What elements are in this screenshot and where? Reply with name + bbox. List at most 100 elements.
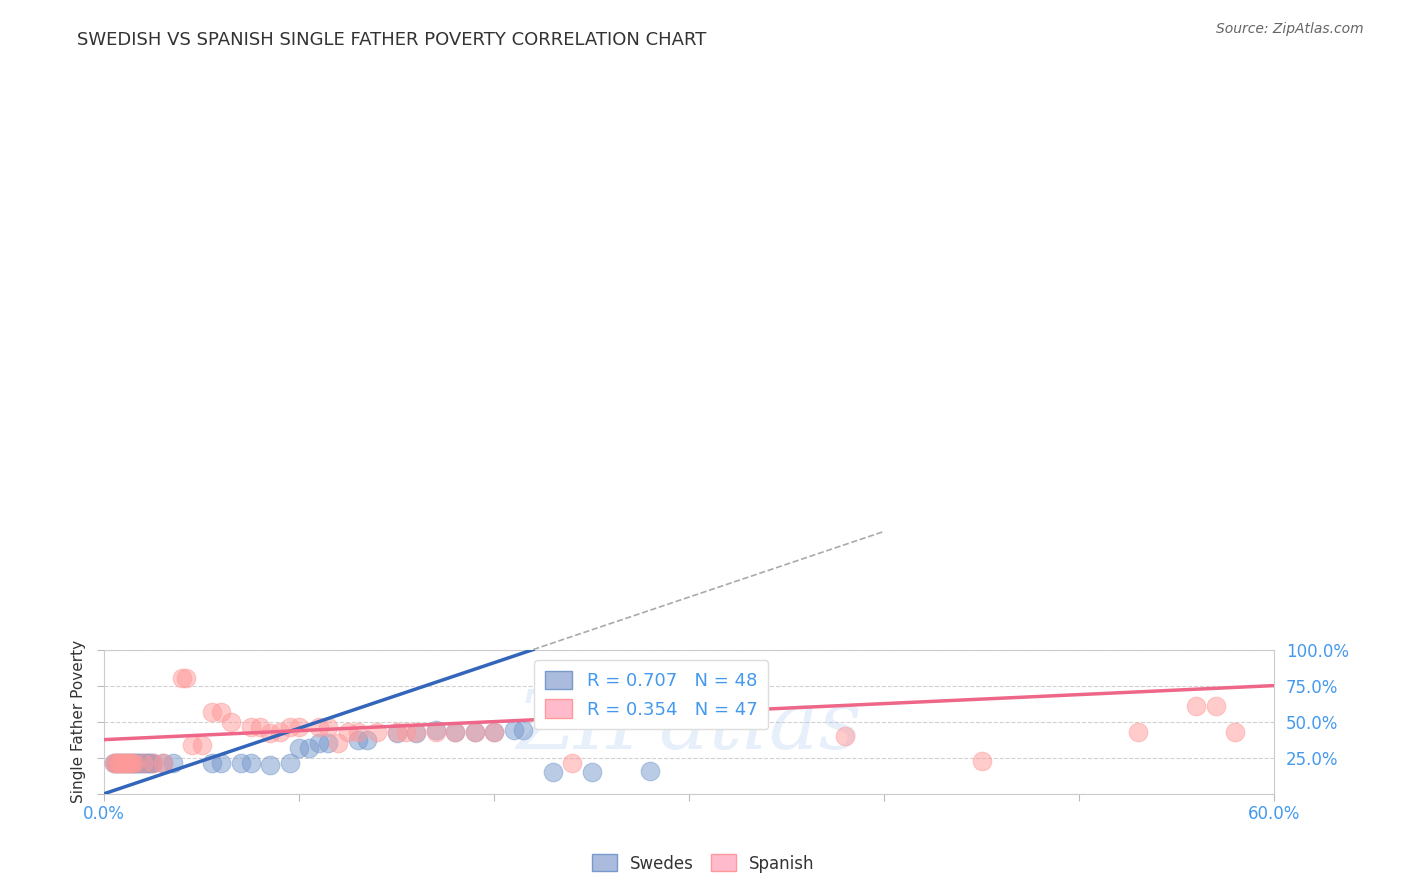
Point — [132, 756, 155, 770]
Point — [1185, 698, 1208, 713]
Point — [1223, 724, 1246, 739]
Point — [124, 756, 146, 770]
Point — [278, 720, 301, 734]
Y-axis label: Single Father Poverty: Single Father Poverty — [72, 640, 86, 803]
Point — [502, 723, 524, 738]
Point — [172, 672, 194, 686]
Point — [346, 733, 368, 747]
Point — [112, 756, 135, 770]
Point — [638, 764, 661, 779]
Point — [298, 740, 321, 755]
Point — [288, 720, 311, 734]
Point — [174, 672, 197, 686]
Point — [512, 723, 534, 738]
Point — [200, 756, 222, 770]
Point — [121, 756, 143, 770]
Point — [107, 756, 129, 770]
Point — [122, 756, 145, 770]
Point — [346, 724, 368, 739]
Point — [278, 756, 301, 770]
Point — [464, 724, 486, 739]
Point — [152, 756, 174, 770]
Point — [425, 723, 447, 738]
Point — [118, 756, 141, 770]
Point — [134, 756, 156, 770]
Point — [308, 735, 330, 749]
Point — [209, 705, 232, 719]
Text: Source: ZipAtlas.com: Source: ZipAtlas.com — [1216, 22, 1364, 37]
Point — [385, 726, 408, 740]
Point — [191, 738, 214, 752]
Point — [1126, 724, 1149, 739]
Point — [111, 756, 134, 770]
Point — [142, 756, 165, 770]
Point — [103, 756, 125, 770]
Point — [118, 756, 141, 770]
Point — [229, 756, 252, 770]
Point — [834, 729, 856, 743]
Point — [970, 754, 993, 768]
Point — [108, 756, 131, 770]
Point — [104, 756, 127, 770]
Point — [136, 756, 159, 770]
Point — [581, 765, 603, 780]
Point — [209, 756, 232, 770]
Point — [104, 756, 127, 770]
Point — [139, 756, 162, 770]
Point — [464, 724, 486, 739]
Point — [444, 724, 467, 739]
Point — [405, 726, 427, 740]
Point — [162, 756, 184, 770]
Point — [132, 756, 155, 770]
Point — [108, 756, 131, 770]
Point — [112, 756, 135, 770]
Point — [318, 720, 340, 734]
Point — [561, 756, 583, 770]
Point — [200, 705, 222, 719]
Point — [138, 756, 160, 770]
Point — [131, 756, 153, 770]
Point — [239, 756, 262, 770]
Point — [181, 738, 204, 752]
Point — [482, 724, 505, 739]
Legend: Swedes, Spanish: Swedes, Spanish — [585, 847, 821, 880]
Point — [356, 733, 378, 747]
Point — [318, 735, 340, 749]
Legend: R = 0.707   N = 48, R = 0.354   N = 47: R = 0.707 N = 48, R = 0.354 N = 47 — [534, 660, 768, 730]
Text: ZIPatlas: ZIPatlas — [516, 686, 862, 766]
Point — [444, 724, 467, 739]
Point — [128, 756, 150, 770]
Point — [337, 724, 360, 739]
Point — [269, 724, 291, 739]
Point — [308, 720, 330, 734]
Point — [482, 724, 505, 739]
Point — [219, 714, 242, 729]
Point — [259, 726, 281, 740]
Point — [541, 765, 564, 780]
Point — [111, 756, 134, 770]
Point — [122, 756, 145, 770]
Point — [288, 740, 311, 755]
Point — [239, 720, 262, 734]
Point — [600, 696, 623, 710]
Point — [366, 724, 388, 739]
Point — [425, 724, 447, 739]
Point — [259, 757, 281, 772]
Point — [405, 724, 427, 739]
Point — [152, 756, 174, 770]
Point — [114, 756, 136, 770]
Point — [107, 756, 129, 770]
Point — [117, 756, 139, 770]
Point — [385, 724, 408, 739]
Point — [114, 756, 136, 770]
Point — [142, 756, 165, 770]
Point — [117, 756, 139, 770]
Point — [121, 756, 143, 770]
Point — [610, 696, 633, 710]
Point — [103, 756, 125, 770]
Point — [328, 736, 350, 750]
Point — [1205, 698, 1227, 713]
Text: SWEDISH VS SPANISH SINGLE FATHER POVERTY CORRELATION CHART: SWEDISH VS SPANISH SINGLE FATHER POVERTY… — [77, 31, 707, 49]
Point — [127, 756, 149, 770]
Point — [395, 724, 418, 739]
